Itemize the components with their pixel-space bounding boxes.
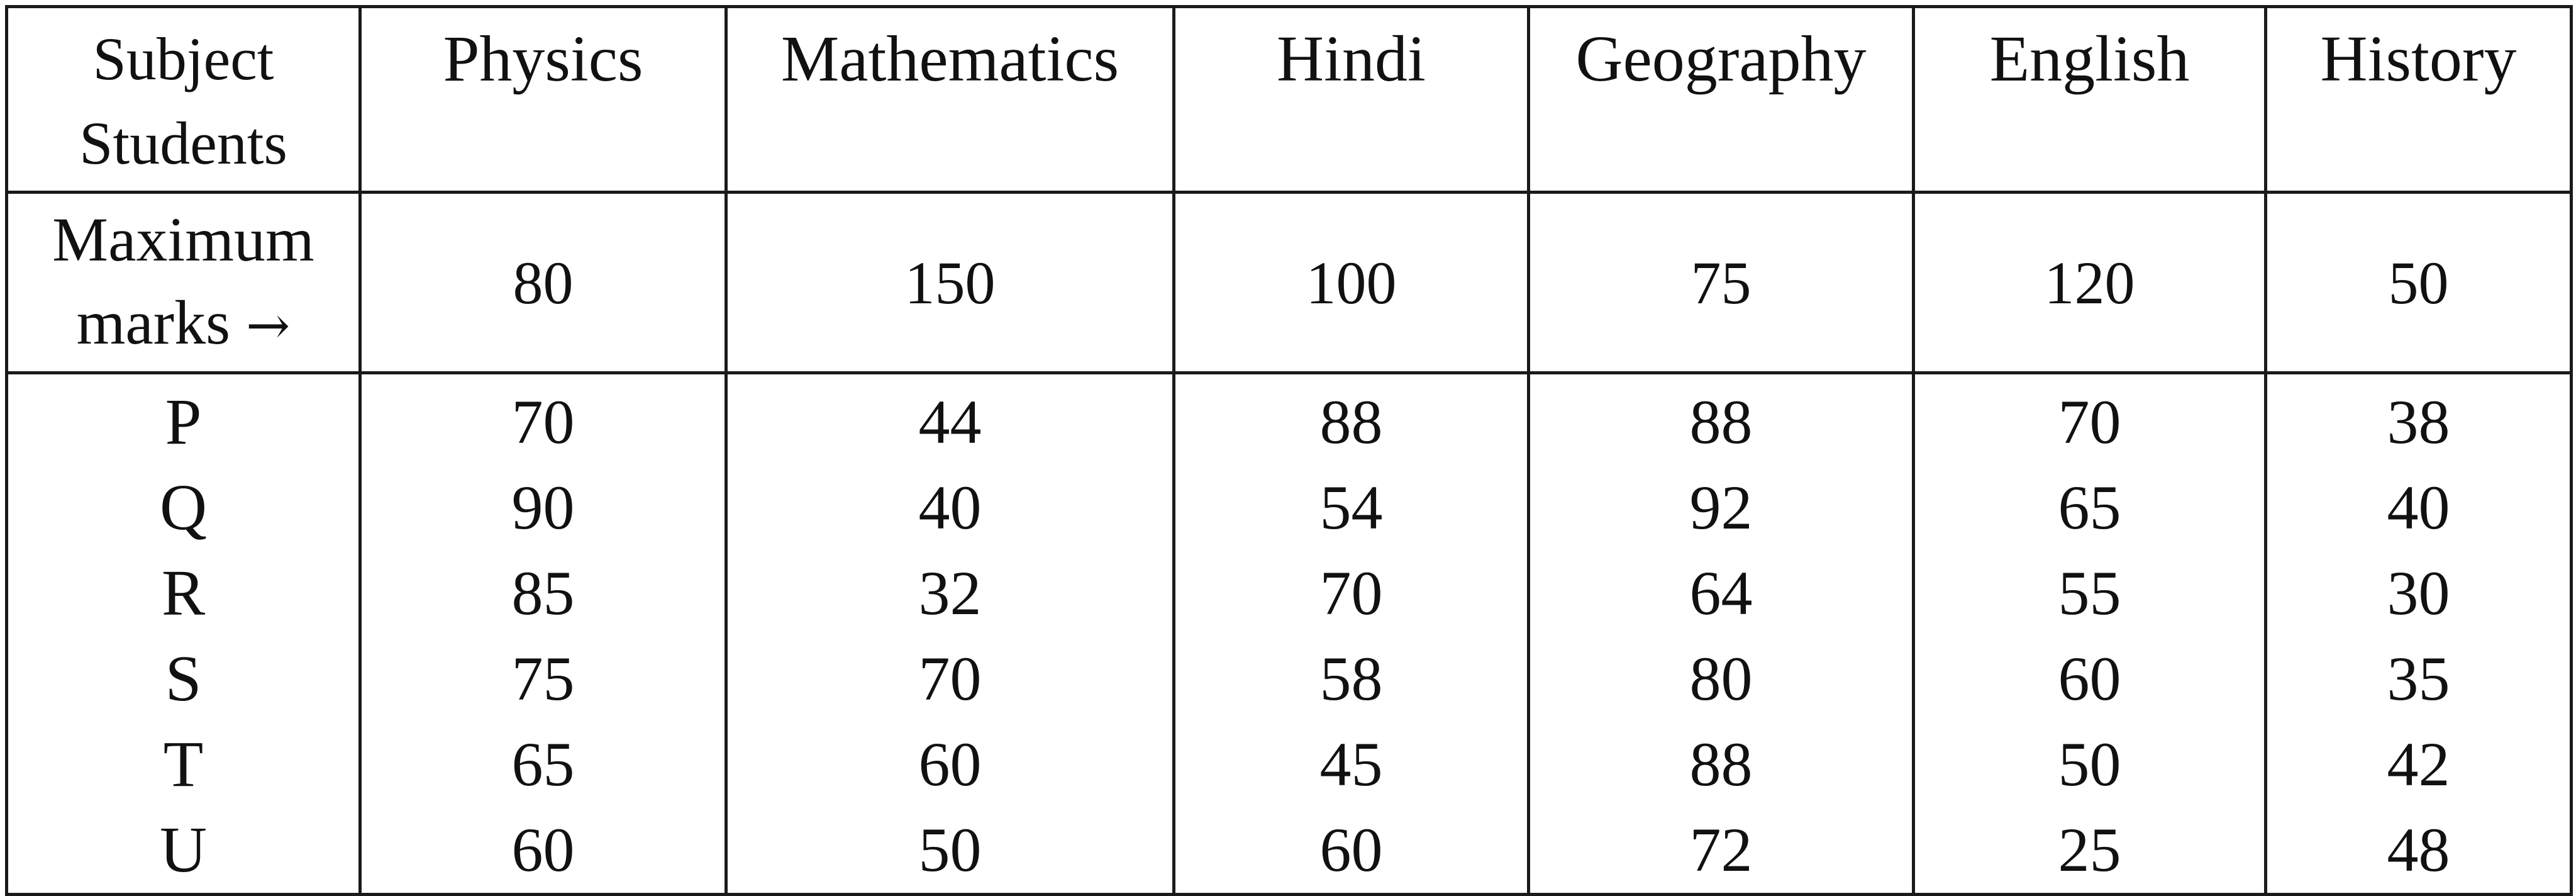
mark-cell: 64 — [1689, 558, 1753, 628]
subject-header: Mathematics — [724, 5, 1175, 194]
maximum-marks-label: Maximum marks → — [5, 191, 362, 374]
mark-cell: 45 — [1319, 729, 1383, 799]
mark-cell: 48 — [2387, 815, 2450, 885]
mark-cell: 55 — [2058, 558, 2121, 628]
mark-cell: 92 — [1689, 473, 1753, 542]
mark-cell: 60 — [511, 815, 575, 885]
mark-cell: 60 — [2058, 644, 2121, 714]
subject-header: English — [1912, 5, 2267, 194]
corner-subject-label: Subject — [92, 25, 274, 92]
mark-cell: 54 — [1319, 473, 1383, 542]
max-mark-cell: 75 — [1527, 191, 1915, 374]
mark-cell: 70 — [918, 644, 982, 714]
mark-cell: 75 — [511, 644, 575, 714]
subject-header: History — [2264, 5, 2573, 194]
english-marks-column: 70 65 55 60 50 25 — [1912, 371, 2267, 896]
mark-cell: 70 — [2058, 387, 2121, 457]
right-arrow-icon: → — [246, 294, 291, 356]
mark-cell: 44 — [918, 387, 982, 457]
marks-label-text: marks — [76, 288, 230, 357]
max-mark-cell: 80 — [358, 191, 728, 374]
mark-cell: 85 — [511, 558, 575, 628]
physics-marks-column: 70 90 85 75 65 60 — [358, 371, 728, 896]
mark-cell: 65 — [511, 729, 575, 799]
mark-cell: 25 — [2058, 815, 2121, 885]
mark-cell: 88 — [1689, 387, 1753, 457]
subject-header: Physics — [358, 5, 728, 194]
mark-cell: 72 — [1689, 815, 1753, 885]
history-marks-column: 38 40 30 35 42 48 — [2264, 371, 2573, 896]
mark-cell: 88 — [1319, 387, 1383, 457]
mark-cell: 70 — [1319, 558, 1383, 628]
subject-header: Hindi — [1172, 5, 1530, 194]
max-mark-cell: 50 — [2264, 191, 2573, 374]
mark-cell: 40 — [918, 473, 982, 542]
student-name: U — [159, 814, 208, 886]
student-name: R — [161, 557, 206, 629]
maximum-label-line: Maximum — [52, 204, 314, 274]
student-marks-block: P Q R S T U 70 90 85 75 65 60 — [5, 371, 2573, 896]
mark-cell: 32 — [918, 558, 982, 628]
mark-cell: 88 — [1689, 729, 1753, 799]
max-mark-cell: 120 — [1912, 191, 2267, 374]
mark-cell: 40 — [2387, 473, 2450, 542]
student-name: S — [165, 642, 202, 715]
mark-cell: 38 — [2387, 387, 2450, 457]
mark-cell: 60 — [918, 729, 982, 799]
mark-cell: 70 — [511, 387, 575, 457]
max-mark-cell: 150 — [724, 191, 1175, 374]
marks-table-container: Subject Students Physics Mathematics Hin… — [5, 5, 2573, 896]
mark-cell: 35 — [2387, 644, 2450, 714]
student-name-column: P Q R S T U — [5, 371, 362, 896]
mark-cell: 60 — [1319, 815, 1383, 885]
maximum-marks-row: Maximum marks → 80 150 100 75 120 50 — [5, 191, 2573, 374]
mark-cell: 42 — [2387, 729, 2450, 799]
mathematics-marks-column: 44 40 32 70 60 50 — [724, 371, 1175, 896]
student-name: Q — [159, 471, 208, 544]
mark-cell: 50 — [918, 815, 982, 885]
mark-cell: 80 — [1689, 644, 1753, 714]
corner-header: Subject Students — [5, 5, 362, 194]
mark-cell: 30 — [2387, 558, 2450, 628]
subject-header: Geography — [1527, 5, 1915, 194]
corner-students-label: Students — [79, 109, 287, 177]
mark-cell: 65 — [2058, 473, 2121, 542]
hindi-marks-column: 88 54 70 58 45 60 — [1172, 371, 1530, 896]
student-name: P — [165, 386, 202, 458]
mark-cell: 90 — [511, 473, 575, 542]
mark-cell: 50 — [2058, 729, 2121, 799]
student-name: T — [163, 728, 204, 800]
geography-marks-column: 88 92 64 80 88 72 — [1527, 371, 1915, 896]
marks-table: Subject Students Physics Mathematics Hin… — [5, 5, 2573, 896]
max-mark-cell: 100 — [1172, 191, 1530, 374]
mark-cell: 58 — [1319, 644, 1383, 714]
header-row: Subject Students Physics Mathematics Hin… — [5, 5, 2573, 194]
marks-label-line: marks → — [8, 281, 358, 367]
